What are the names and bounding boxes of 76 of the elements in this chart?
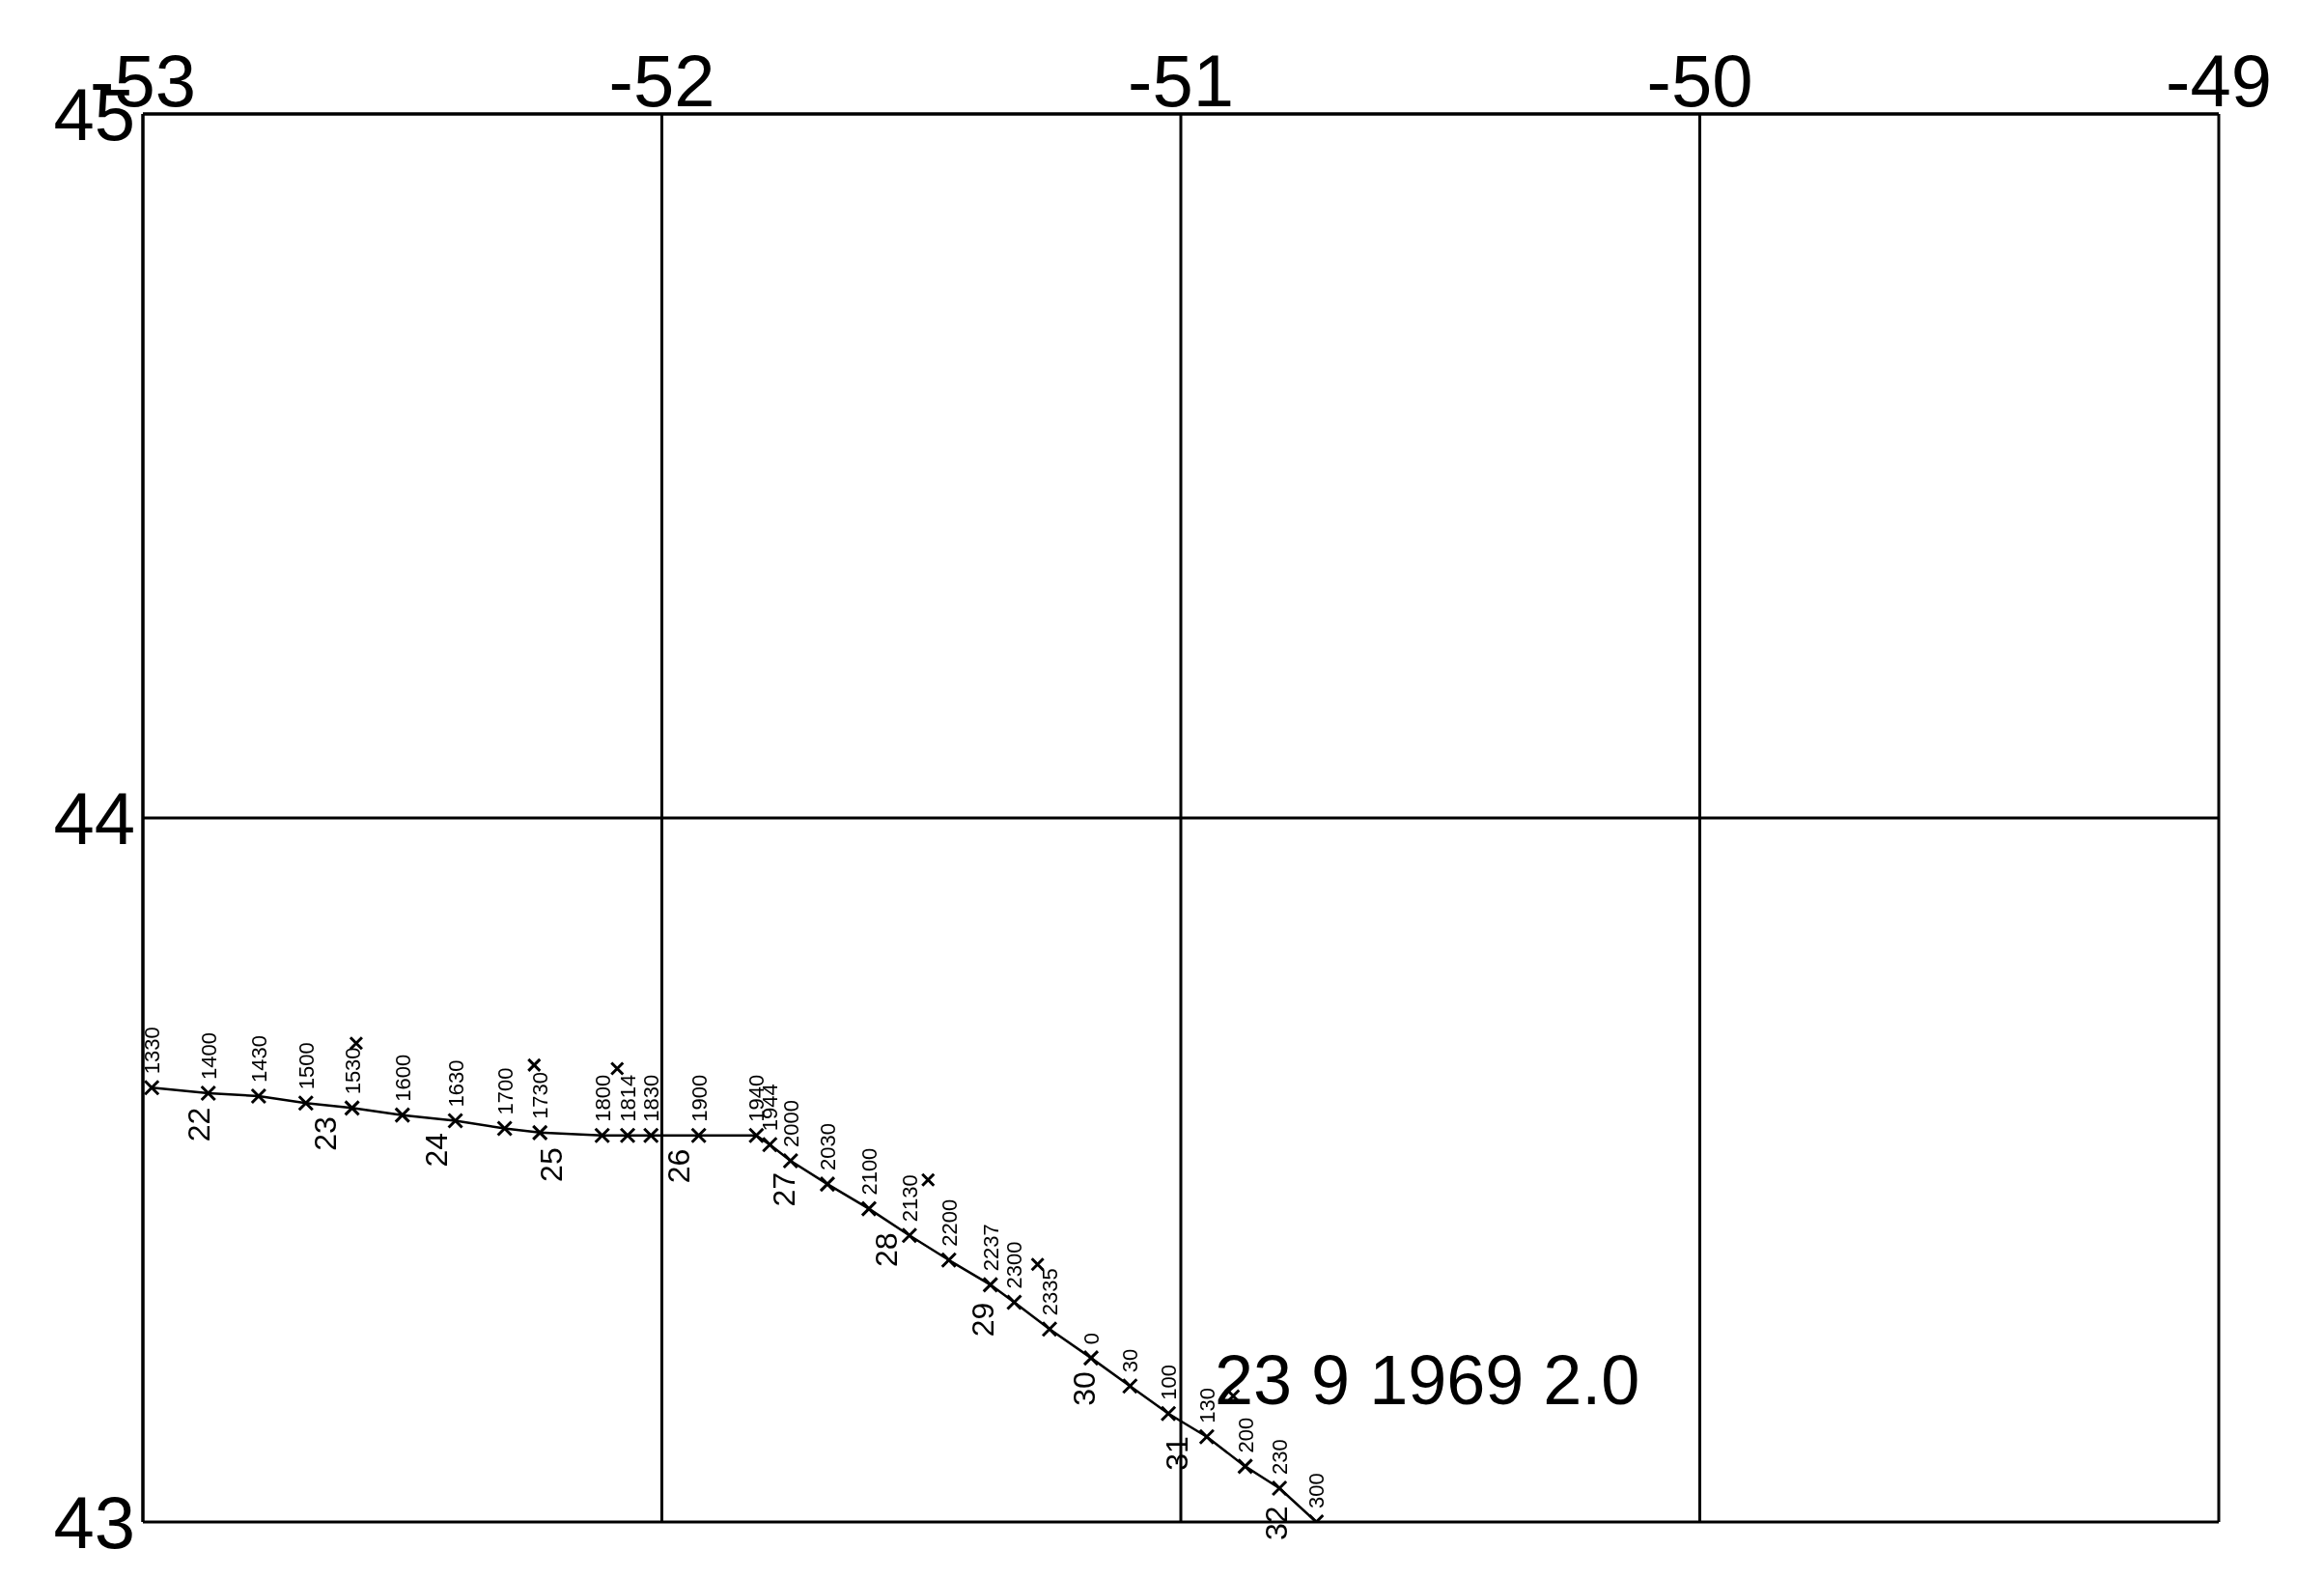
annotation: 1400: [196, 1032, 221, 1081]
point: [1121, 1377, 1138, 1395]
point: [690, 1127, 708, 1144]
annotation: 1330: [140, 1027, 165, 1075]
point: [782, 1152, 799, 1169]
point: [1082, 1349, 1100, 1367]
y-tick-label: 43: [53, 1480, 135, 1564]
point: [761, 1136, 778, 1153]
annotation: 26: [661, 1148, 697, 1184]
point: [901, 1226, 918, 1244]
annotation: 230: [1268, 1439, 1293, 1476]
point: [1041, 1320, 1058, 1338]
point: [1198, 1428, 1216, 1446]
annotation: 2100: [856, 1147, 882, 1196]
x-tick-label: -50: [1646, 40, 1753, 122]
point: [1005, 1294, 1022, 1311]
annotation: 100: [1157, 1365, 1182, 1400]
point: [619, 1127, 636, 1144]
annotation: 29: [965, 1302, 1000, 1338]
annotation: 1830: [639, 1074, 664, 1122]
annotation: 1814: [616, 1074, 641, 1122]
point: [940, 1252, 958, 1269]
annotation: 1500: [294, 1042, 319, 1090]
x-tick-label: -49: [2166, 40, 2272, 122]
point: [642, 1127, 659, 1144]
point: [531, 1124, 548, 1141]
annotation: 25: [534, 1147, 570, 1182]
annotation: 2200: [937, 1198, 962, 1247]
annotation: 2000: [778, 1100, 803, 1148]
annotation: 1430: [246, 1035, 271, 1083]
point: [860, 1200, 878, 1218]
annotation: 1730: [528, 1071, 553, 1119]
point: [447, 1112, 464, 1129]
point: [1237, 1457, 1254, 1475]
annotation: 23: [307, 1116, 343, 1151]
point: [250, 1087, 267, 1105]
point: [344, 1099, 361, 1116]
annotation: 24: [418, 1133, 454, 1168]
point: [200, 1085, 217, 1102]
annotation: 1800: [590, 1074, 615, 1122]
annotation: 22: [181, 1107, 216, 1142]
annotation: 2030: [815, 1123, 840, 1171]
point: [594, 1127, 611, 1144]
annotation: 30: [1118, 1348, 1143, 1373]
point: [526, 1057, 542, 1073]
annotation: 2237: [978, 1224, 1003, 1272]
point: [1160, 1405, 1177, 1423]
point: [394, 1107, 411, 1124]
annotation: 2335: [1038, 1268, 1063, 1316]
point: [1271, 1479, 1288, 1497]
annotation: 27: [767, 1171, 802, 1207]
point: [609, 1061, 625, 1077]
point: [747, 1127, 765, 1144]
annotation: 23 9 1969 2.0: [1215, 1340, 1640, 1419]
point: [819, 1175, 836, 1193]
annotation: 1600: [390, 1054, 415, 1102]
point: [982, 1276, 999, 1293]
annotation: 300: [1304, 1473, 1330, 1508]
point: [143, 1079, 160, 1096]
annotation: 200: [1233, 1417, 1258, 1453]
annotation: 1900: [686, 1074, 712, 1122]
annotation: 1700: [492, 1067, 518, 1115]
annotation: 2130: [897, 1174, 922, 1223]
annotation: 28: [869, 1232, 905, 1268]
y-tick-label: 44: [53, 776, 135, 859]
annotation: 2300: [1002, 1241, 1027, 1289]
x-tick-label: -51: [1128, 40, 1234, 122]
annotation: 30: [1067, 1371, 1103, 1406]
annotation: 32: [1258, 1506, 1294, 1540]
point: [920, 1172, 936, 1188]
point: [496, 1119, 514, 1137]
annotation: 0: [1079, 1332, 1105, 1345]
annotation: 1630: [443, 1059, 468, 1108]
annotation: 1530: [340, 1047, 365, 1095]
point: [297, 1094, 315, 1112]
x-tick-label: -52: [608, 40, 715, 122]
